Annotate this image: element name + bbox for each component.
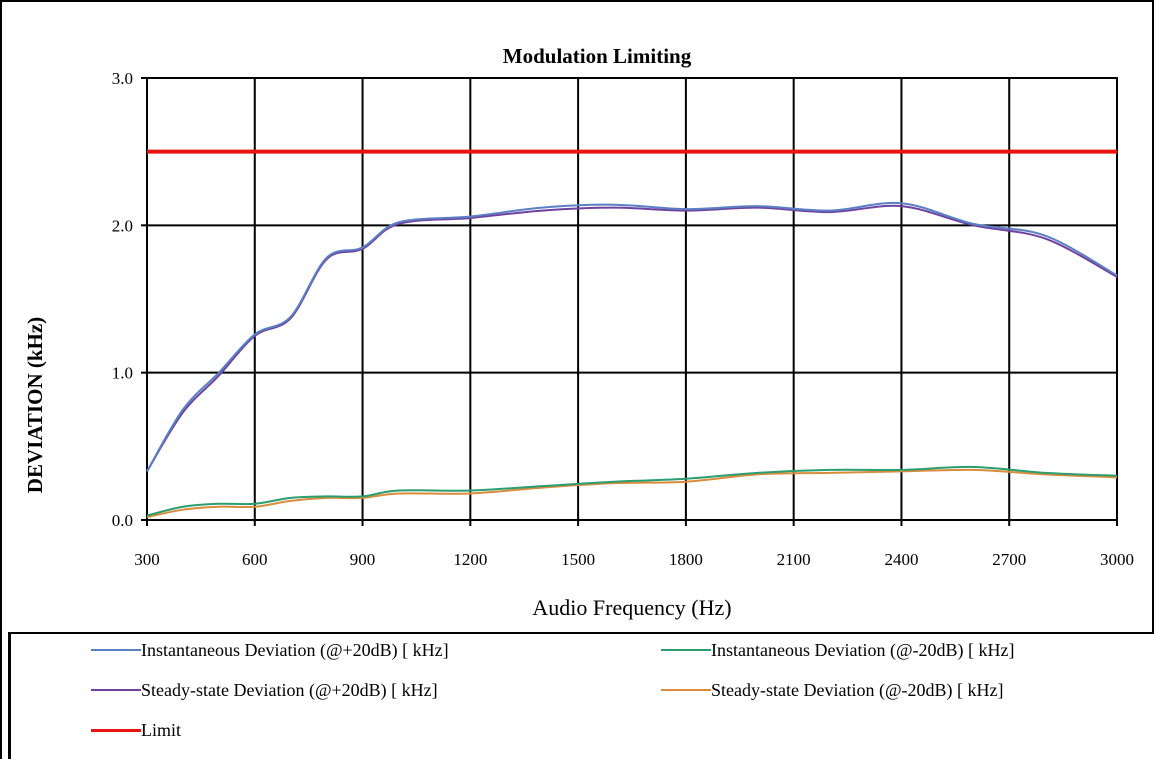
legend-swatch xyxy=(91,649,141,651)
legend-item: Steady-state Deviation (@-20dB) [ kHz] xyxy=(661,678,1004,702)
x-tick-label: 1200 xyxy=(453,550,487,569)
x-tick-label: 300 xyxy=(134,550,160,569)
legend-item: Instantaneous Deviation (@+20dB) [ kHz] xyxy=(91,638,449,662)
x-tick-label: 1500 xyxy=(561,550,595,569)
chart-title: Modulation Limiting xyxy=(503,44,692,68)
x-tick-label: 2100 xyxy=(777,550,811,569)
series-lines xyxy=(146,149,1118,519)
legend: Instantaneous Deviation (@+20dB) [ kHz] I… xyxy=(8,632,1154,759)
legend-swatch xyxy=(661,649,711,651)
y-tick-labels: 0.0 1.0 2.0 3.0 xyxy=(112,69,147,530)
series-line-3 xyxy=(146,468,1118,519)
series-line-2 xyxy=(146,204,1118,472)
x-tick-label: 600 xyxy=(242,550,268,569)
y-tick-label: 2.0 xyxy=(112,216,133,235)
x-tick-label: 3000 xyxy=(1100,550,1134,569)
x-tick-label: 2400 xyxy=(884,550,918,569)
legend-label: Steady-state Deviation (@+20dB) [ kHz] xyxy=(141,679,438,700)
x-tick-labels: 300 600 900 1200 1500 1800 2100 2400 2700 3000 xyxy=(134,520,1134,569)
x-tick-label: 2700 xyxy=(992,550,1026,569)
legend-label: Limit xyxy=(141,719,181,740)
legend-label: Instantaneous Deviation (@+20dB) [ kHz] xyxy=(141,639,449,660)
legend-swatch xyxy=(91,689,141,691)
legend-label: Instantaneous Deviation (@-20dB) [ kHz] xyxy=(711,639,1015,660)
series-line-1 xyxy=(146,465,1118,517)
y-tick-label: 0.0 xyxy=(112,511,133,530)
grid xyxy=(146,77,1118,521)
y-tick-label: 1.0 xyxy=(112,364,133,383)
x-axis-label: Audio Frequency (Hz) xyxy=(532,595,731,620)
legend-swatch xyxy=(661,689,711,691)
x-tick-label: 1800 xyxy=(669,550,703,569)
series-line-0 xyxy=(146,201,1118,472)
chart: Modulation Limiting DEVIATION (kHz) Audi… xyxy=(23,44,1134,620)
y-axis-label: DEVIATION (kHz) xyxy=(23,317,47,493)
legend-item: Limit xyxy=(91,718,181,742)
x-tick-label: 900 xyxy=(350,550,376,569)
legend-item: Steady-state Deviation (@+20dB) [ kHz] xyxy=(91,678,438,702)
plot-area xyxy=(146,77,1118,521)
legend-item: Instantaneous Deviation (@-20dB) [ kHz] xyxy=(661,638,1015,662)
legend-label: Steady-state Deviation (@-20dB) [ kHz] xyxy=(711,679,1004,700)
legend-swatch xyxy=(91,728,141,732)
y-tick-label: 3.0 xyxy=(112,69,133,88)
